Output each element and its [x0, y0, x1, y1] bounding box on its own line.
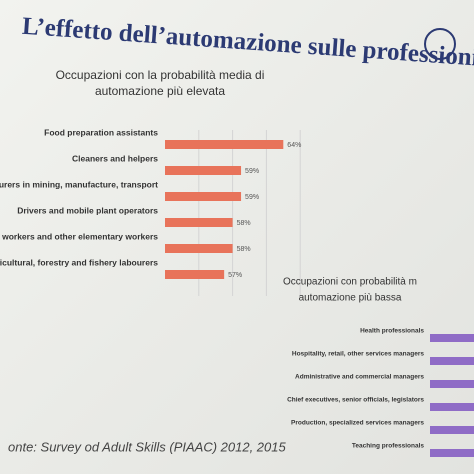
bar — [430, 334, 474, 342]
category-label: Agricultural, forestry and fishery labou… — [0, 257, 158, 267]
bar — [430, 357, 474, 365]
value-label: 64% — [287, 142, 301, 149]
bar — [165, 218, 233, 227]
value-label: 59% — [245, 168, 259, 175]
category-label: Labourers in mining, manufacture, transp… — [0, 179, 158, 189]
bar — [165, 192, 242, 201]
category-label: Teaching professionals — [352, 443, 425, 450]
value-label: 58% — [237, 246, 251, 253]
chart-low: Occupazioni con probabilità m automazione… — [283, 277, 474, 457]
chart-high: Occupazioni con la probabilità media di a… — [0, 68, 301, 296]
bar — [165, 166, 242, 175]
logo — [424, 28, 456, 60]
bar — [430, 380, 474, 388]
bar — [430, 449, 474, 457]
category-label: Drivers and mobile plant operators — [17, 205, 158, 215]
category-label: Hospitality, retail, other services mana… — [292, 351, 424, 358]
bar — [165, 140, 284, 149]
chart-title: automazione più elevata — [95, 84, 225, 98]
chart-title: Occupazioni con la probabilità media di — [56, 68, 265, 82]
value-label: 58% — [237, 220, 251, 227]
chart-title: Occupazioni con probabilità m — [283, 277, 417, 288]
bar — [165, 270, 225, 279]
category-label: Health professionals — [360, 328, 424, 335]
bar — [165, 244, 233, 253]
bar — [430, 403, 474, 411]
bar — [430, 426, 474, 434]
value-label: 59% — [245, 194, 259, 201]
category-label: Chief executives, senior officials, legi… — [287, 397, 424, 404]
category-label: Refuse workers and other elementary work… — [0, 231, 158, 241]
chart-title: automazione più bassa — [299, 293, 402, 304]
source: onte: Survey od Adult Skills (PIAAC) 201… — [8, 439, 286, 454]
category-label: Production, specialized services manager… — [291, 420, 424, 427]
category-label: Administrative and commercial managers — [295, 374, 424, 381]
category-label: Food preparation assistants — [44, 127, 158, 137]
category-label: Cleaners and helpers — [72, 153, 158, 163]
value-label: 57% — [228, 272, 242, 279]
